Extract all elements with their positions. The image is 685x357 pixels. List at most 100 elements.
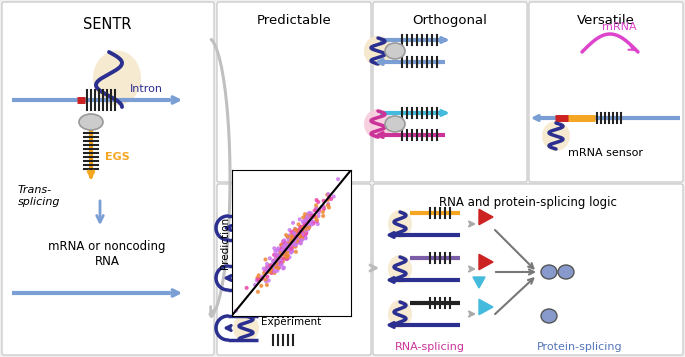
Point: [291, 237, 302, 243]
Text: Protein-splicing: Protein-splicing: [537, 342, 623, 352]
Point: [297, 231, 308, 237]
Point: [281, 247, 292, 252]
Point: [281, 256, 292, 262]
Point: [292, 235, 303, 241]
Point: [279, 239, 290, 245]
Point: [275, 264, 286, 270]
Point: [277, 241, 288, 247]
Point: [298, 225, 309, 231]
Point: [297, 225, 308, 231]
Point: [277, 247, 288, 253]
Point: [282, 253, 293, 258]
Y-axis label: Prediction: Prediction: [220, 217, 230, 269]
Point: [278, 265, 289, 270]
Text: mRNA: mRNA: [602, 22, 636, 32]
Point: [271, 253, 282, 258]
Point: [296, 237, 307, 243]
Point: [289, 237, 300, 243]
Point: [273, 261, 284, 267]
Point: [285, 240, 296, 245]
Point: [280, 255, 291, 261]
Point: [277, 250, 288, 256]
Point: [284, 227, 295, 233]
Point: [289, 241, 300, 247]
Point: [308, 213, 319, 219]
Point: [276, 260, 287, 266]
Polygon shape: [473, 277, 485, 288]
Point: [290, 234, 301, 240]
Text: Predictable: Predictable: [257, 14, 332, 27]
Point: [288, 236, 299, 242]
Point: [300, 217, 311, 223]
Point: [308, 221, 319, 226]
Point: [300, 226, 311, 232]
Point: [295, 233, 306, 238]
Point: [278, 247, 289, 253]
Point: [295, 236, 306, 242]
Point: [312, 207, 323, 213]
Point: [273, 255, 284, 261]
Point: [286, 242, 297, 247]
Point: [267, 267, 278, 273]
Point: [274, 254, 285, 260]
Point: [258, 270, 269, 276]
Text: EGS: EGS: [105, 152, 129, 162]
Point: [282, 234, 293, 240]
Point: [328, 194, 339, 200]
Point: [305, 212, 316, 218]
Point: [269, 246, 279, 251]
Point: [272, 260, 283, 266]
Point: [285, 238, 296, 243]
Point: [282, 245, 293, 251]
Point: [271, 260, 282, 266]
Point: [262, 261, 273, 267]
Ellipse shape: [79, 114, 103, 130]
Point: [286, 238, 297, 244]
Point: [316, 204, 327, 210]
Point: [303, 225, 314, 231]
Point: [241, 285, 252, 291]
Point: [281, 245, 292, 251]
Point: [263, 266, 274, 272]
Text: mRNA sensor: mRNA sensor: [569, 148, 643, 158]
Point: [291, 241, 302, 247]
Point: [265, 263, 276, 268]
Ellipse shape: [233, 314, 259, 342]
Point: [271, 260, 282, 266]
Point: [278, 238, 289, 244]
Point: [279, 252, 290, 258]
Point: [287, 236, 298, 242]
FancyBboxPatch shape: [373, 184, 683, 355]
Point: [281, 246, 292, 251]
Point: [289, 228, 300, 233]
Point: [304, 223, 315, 229]
Point: [290, 226, 301, 232]
Point: [291, 229, 302, 235]
Text: Versatile: Versatile: [577, 14, 635, 27]
Point: [275, 256, 286, 262]
Point: [287, 233, 298, 239]
Ellipse shape: [233, 214, 259, 242]
Point: [280, 249, 291, 255]
Ellipse shape: [364, 109, 392, 139]
Point: [301, 226, 312, 232]
Point: [318, 204, 329, 210]
Point: [288, 242, 299, 247]
Point: [287, 244, 298, 250]
Point: [302, 220, 313, 226]
Point: [323, 205, 334, 210]
Point: [271, 265, 282, 270]
Text: RNA-splicing: RNA-splicing: [395, 342, 465, 352]
Point: [274, 251, 285, 257]
Point: [292, 228, 303, 234]
Point: [300, 214, 311, 220]
Point: [299, 225, 310, 230]
Point: [275, 254, 286, 260]
Point: [279, 242, 290, 248]
Point: [291, 240, 302, 246]
Point: [256, 283, 266, 289]
Point: [286, 238, 297, 243]
Point: [312, 207, 323, 213]
Point: [277, 243, 288, 249]
Point: [293, 234, 304, 240]
